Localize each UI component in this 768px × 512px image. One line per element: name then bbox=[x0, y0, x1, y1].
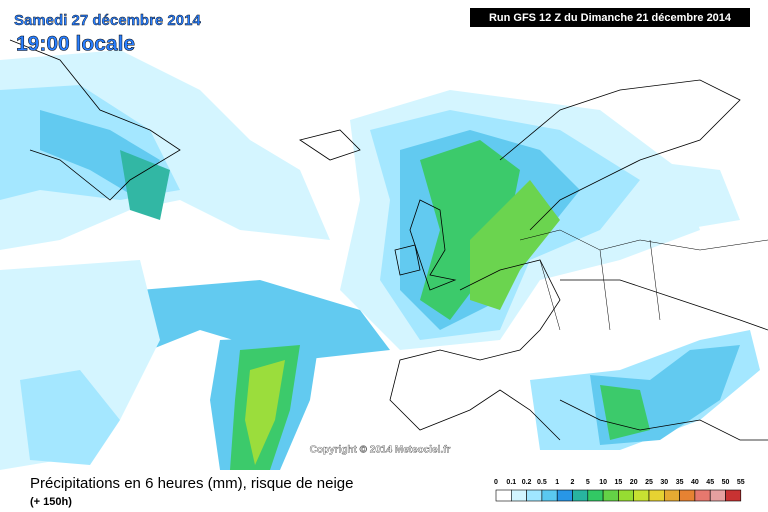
legend-label: 1 bbox=[555, 479, 559, 486]
legend-label: 40 bbox=[691, 479, 699, 486]
legend-swatch bbox=[587, 489, 604, 502]
borders bbox=[519, 229, 768, 331]
time-label: 19:00 locale bbox=[16, 33, 135, 56]
legend-swatch bbox=[618, 489, 635, 502]
legend-label: 0 bbox=[494, 479, 498, 486]
legend-label: 50 bbox=[722, 479, 730, 486]
legend-swatch bbox=[633, 489, 650, 502]
legend: 0 0.1 0.2 0.5 1 2 5 10 15 20 25 30 35 40 45 50 55 bbox=[494, 479, 745, 502]
legend-label: 5 bbox=[586, 479, 590, 486]
legend-label: 20 bbox=[630, 479, 638, 486]
legend-label: 30 bbox=[660, 479, 668, 486]
legend-swatch bbox=[495, 489, 512, 502]
legend-swatch bbox=[556, 489, 573, 502]
legend-label: 15 bbox=[615, 479, 623, 486]
legend-label: 55 bbox=[737, 479, 745, 486]
legend-label: 0.5 bbox=[537, 479, 547, 486]
legend-swatch bbox=[725, 489, 742, 502]
run-label: Run GFS 12 Z du Dimanche 21 décembre 201… bbox=[489, 12, 732, 24]
legend-label: 45 bbox=[706, 479, 714, 486]
legend-label: 25 bbox=[645, 479, 653, 486]
copyright: Copyright © 2014 Meteociel.fr bbox=[310, 445, 451, 456]
legend-swatch bbox=[541, 489, 558, 502]
run-box bbox=[470, 8, 750, 27]
legend-swatch bbox=[510, 489, 527, 502]
legend-label: 2 bbox=[571, 479, 575, 486]
legend-swatch bbox=[679, 489, 696, 502]
coastlines bbox=[9, 39, 768, 441]
legend-label: 0.2 bbox=[522, 479, 532, 486]
legend-swatch bbox=[694, 489, 711, 502]
legend-label: 0.1 bbox=[506, 479, 516, 486]
footer-title: Précipitations en 6 heures (mm), risque … bbox=[30, 475, 354, 492]
legend-swatch bbox=[709, 489, 726, 502]
legend-swatch bbox=[648, 489, 665, 502]
legend-swatch bbox=[663, 489, 680, 502]
legend-swatch bbox=[526, 489, 543, 502]
legend-swatch bbox=[602, 489, 619, 502]
legend-label: 35 bbox=[676, 479, 684, 486]
date-label: Samedi 27 décembre 2014 bbox=[14, 12, 201, 29]
footer-lead: (+ 150h) bbox=[30, 496, 72, 508]
precipitation-field bbox=[0, 50, 760, 470]
legend-label: 10 bbox=[599, 479, 607, 486]
legend-swatch bbox=[572, 489, 589, 502]
